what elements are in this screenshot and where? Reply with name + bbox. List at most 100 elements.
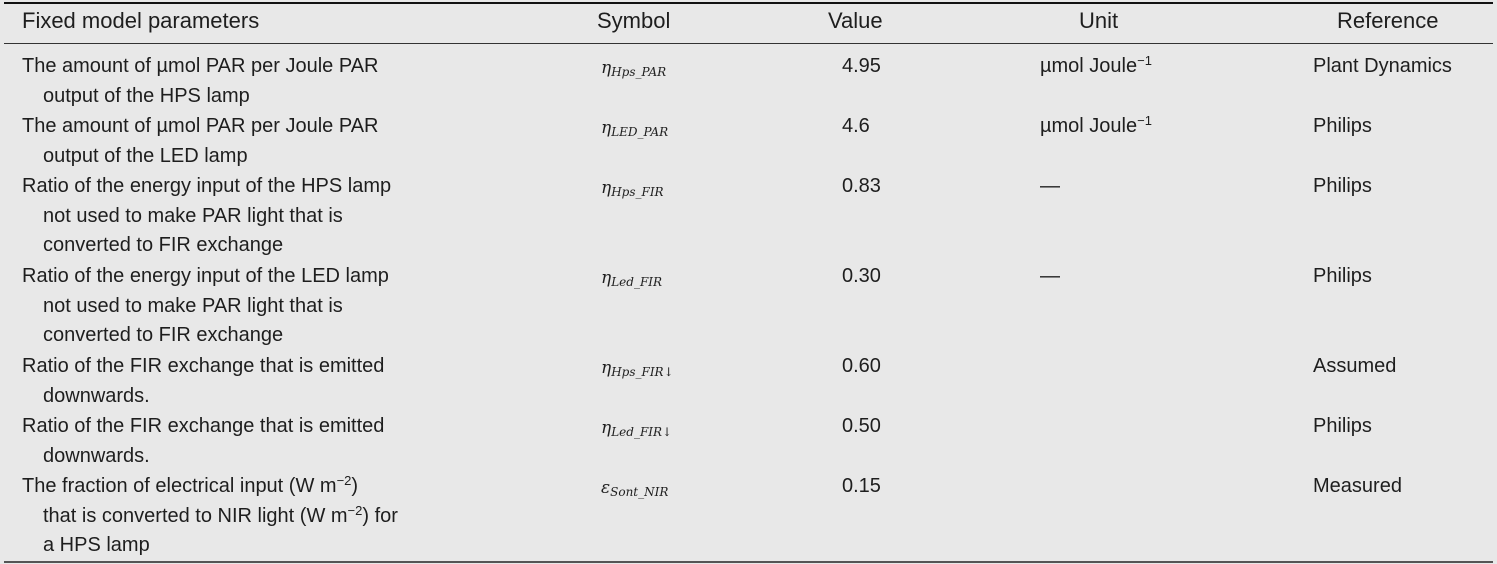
parameter-line: The amount of µmol PAR per Joule PAR bbox=[22, 112, 482, 142]
symbol-subscript: Hps_FIR bbox=[611, 185, 664, 199]
parameter-line: a HPS lamp bbox=[22, 531, 482, 561]
header-unit: Unit bbox=[1079, 8, 1119, 33]
symbol-cell: ηLed_FIR bbox=[601, 265, 662, 295]
parameter-text: a HPS lamp bbox=[43, 534, 150, 556]
reference-cell: Philips bbox=[1313, 115, 1372, 137]
unit-cell: — bbox=[1040, 262, 1060, 292]
parameter-cell: Ratio of the FIR exchange that is emitte… bbox=[22, 352, 482, 411]
parameter-superscript: −2 bbox=[336, 473, 352, 488]
parameter-text: Ratio of the energy input of the HPS lam… bbox=[22, 175, 392, 197]
unit-superscript: −1 bbox=[1137, 53, 1152, 68]
parameter-text: output of the HPS lamp bbox=[43, 84, 250, 107]
symbol-cell: ηHps_FIR bbox=[601, 175, 664, 205]
symbol-cell: ηHps_PAR bbox=[601, 55, 666, 85]
parameter-line: output of the LED lamp bbox=[22, 142, 482, 172]
value-cell: 0.30 bbox=[842, 265, 881, 287]
symbol-cell: ηLed_FIR↓ bbox=[601, 415, 672, 445]
parameter-text: Ratio of the FIR exchange that is emitte… bbox=[22, 415, 385, 437]
table-bottom-rule bbox=[4, 561, 1493, 563]
parameter-text: downwards. bbox=[43, 384, 150, 407]
value-cell: 0.15 bbox=[842, 475, 881, 497]
reference-cell: Assumed bbox=[1313, 355, 1397, 377]
unit-superscript: −1 bbox=[1137, 113, 1152, 128]
parameter-text: converted to FIR exchange bbox=[43, 324, 284, 346]
symbol-main: η bbox=[601, 58, 612, 78]
symbol-cell: ηLED_PAR bbox=[601, 115, 668, 145]
table-header-rule bbox=[4, 43, 1493, 44]
parameter-line: Ratio of the FIR exchange that is emitte… bbox=[22, 352, 482, 382]
parameter-line: converted to FIR exchange bbox=[22, 231, 482, 261]
symbol-subscript: LED_PAR bbox=[611, 125, 669, 139]
parameter-text: Ratio of the FIR exchange that is emitte… bbox=[22, 355, 385, 377]
parameter-line: Ratio of the FIR exchange that is emitte… bbox=[22, 412, 482, 442]
symbol-main: η bbox=[601, 268, 612, 288]
table-header: Fixed model parameters Symbol Value Unit… bbox=[0, 8, 1497, 40]
table-top-rule bbox=[4, 2, 1493, 4]
parameter-line: downwards. bbox=[22, 382, 482, 412]
symbol-subscript: Hps_PAR bbox=[611, 65, 667, 79]
unit-cell: µmol Joule−1 bbox=[1040, 52, 1152, 82]
unit-text: µmol Joule bbox=[1040, 55, 1138, 77]
unit-cell: — bbox=[1040, 172, 1060, 202]
parameter-line: that is converted to NIR light (W m−2) f… bbox=[22, 502, 482, 532]
symbol-main: η bbox=[601, 178, 612, 198]
symbol-subscript: Hps_FIR↓ bbox=[611, 365, 674, 379]
reference-cell: Philips bbox=[1313, 265, 1372, 287]
parameter-line: downwards. bbox=[22, 442, 482, 472]
unit-text: — bbox=[1040, 175, 1060, 197]
symbol-main: η bbox=[601, 118, 612, 138]
parameter-text: output of the LED lamp bbox=[43, 144, 248, 167]
parameter-cell: Ratio of the energy input of the LED lam… bbox=[22, 262, 482, 351]
parameter-text: downwards. bbox=[43, 444, 150, 467]
parameter-text: not used to make PAR light that is bbox=[43, 204, 343, 227]
reference-cell: Measured bbox=[1313, 475, 1402, 497]
symbol-subscript: Led_FIR↓ bbox=[611, 425, 673, 439]
unit-cell: µmol Joule−1 bbox=[1040, 112, 1152, 142]
parameter-text-after: ) for bbox=[362, 504, 398, 527]
symbol-cell: ηHps_FIR↓ bbox=[601, 355, 674, 385]
reference-cell: Philips bbox=[1313, 175, 1372, 197]
parameter-line: The amount of µmol PAR per Joule PAR bbox=[22, 52, 482, 82]
parameter-text: Ratio of the energy input of the LED lam… bbox=[22, 265, 389, 287]
parameter-line: not used to make PAR light that is bbox=[22, 292, 482, 322]
symbol-main: η bbox=[601, 358, 612, 378]
header-parameter: Fixed model parameters bbox=[22, 8, 260, 33]
header-value: Value bbox=[828, 8, 883, 33]
parameter-line: converted to FIR exchange bbox=[22, 321, 482, 351]
parameter-line: Ratio of the energy input of the LED lam… bbox=[22, 262, 482, 292]
parameter-line: Ratio of the energy input of the HPS lam… bbox=[22, 172, 482, 202]
unit-text: — bbox=[1040, 265, 1060, 287]
parameter-cell: The fraction of electrical input (W m−2)… bbox=[22, 472, 482, 561]
parameter-cell: Ratio of the energy input of the HPS lam… bbox=[22, 172, 482, 261]
parameter-line: The fraction of electrical input (W m−2) bbox=[22, 472, 482, 502]
parameter-text: converted to FIR exchange bbox=[43, 234, 284, 256]
parameter-line: not used to make PAR light that is bbox=[22, 202, 482, 232]
parameter-cell: The amount of µmol PAR per Joule PAR outp… bbox=[22, 52, 482, 111]
parameter-cell: Ratio of the FIR exchange that is emitte… bbox=[22, 412, 482, 471]
reference-cell: Philips bbox=[1313, 415, 1372, 437]
parameter-text: not used to make PAR light that is bbox=[43, 294, 343, 317]
parameter-text: The fraction of electrical input (W m bbox=[22, 475, 337, 497]
value-cell: 0.50 bbox=[842, 415, 881, 437]
header-reference: Reference bbox=[1337, 8, 1439, 33]
symbol-main: ε bbox=[601, 478, 611, 498]
parameter-cell: The amount of µmol PAR per Joule PAR outp… bbox=[22, 112, 482, 171]
value-cell: 0.60 bbox=[842, 355, 881, 377]
parameter-text: that is converted to NIR light (W m bbox=[43, 504, 348, 527]
parameter-line: output of the HPS lamp bbox=[22, 82, 482, 112]
symbol-subscript: Sont_NIR bbox=[610, 485, 669, 499]
unit-text: µmol Joule bbox=[1040, 115, 1138, 137]
reference-cell: Plant Dynamics bbox=[1313, 55, 1452, 77]
parameter-superscript: −2 bbox=[347, 502, 363, 518]
parameter-text: The amount of µmol PAR per Joule PAR bbox=[22, 115, 379, 137]
symbol-main: η bbox=[601, 418, 612, 438]
symbol-subscript: Led_FIR bbox=[611, 275, 663, 289]
parameter-text-after: ) bbox=[351, 475, 359, 497]
symbol-cell: εSont_NIR bbox=[601, 475, 668, 505]
value-cell: 4.6 bbox=[842, 115, 870, 137]
value-cell: 4.95 bbox=[842, 55, 881, 77]
header-symbol: Symbol bbox=[597, 8, 671, 33]
value-cell: 0.83 bbox=[842, 175, 881, 197]
parameter-text: The amount of µmol PAR per Joule PAR bbox=[22, 55, 379, 77]
